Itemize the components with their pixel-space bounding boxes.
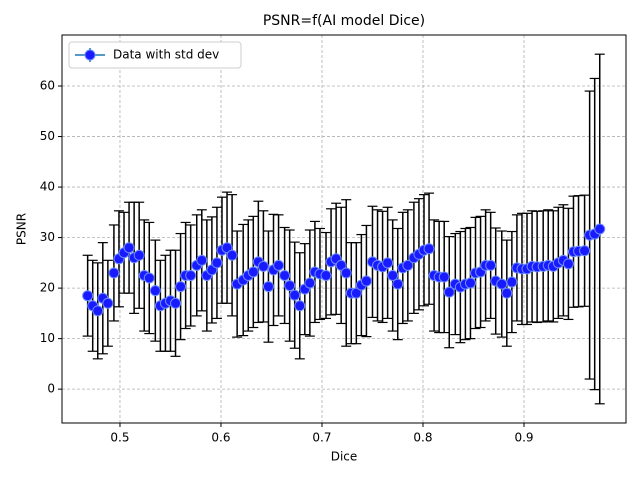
- marker: [123, 242, 135, 254]
- marker: [423, 243, 435, 255]
- marker: [320, 269, 332, 281]
- marker: [350, 287, 362, 299]
- marker: [496, 278, 508, 290]
- marker: [382, 257, 394, 269]
- legend-marker: [84, 49, 96, 61]
- marker: [294, 300, 306, 312]
- marker: [196, 254, 208, 266]
- x-tick-label: 0.8: [413, 431, 432, 445]
- marker: [284, 280, 296, 292]
- marker: [392, 278, 404, 290]
- legend-label: Data with std dev: [113, 48, 219, 62]
- marker: [102, 297, 114, 309]
- marker: [304, 277, 316, 289]
- marker: [594, 223, 606, 235]
- marker: [501, 287, 513, 299]
- legend-box: [68, 41, 242, 69]
- y-tick-label: 30: [40, 230, 55, 244]
- y-tick-label: 50: [40, 129, 55, 143]
- x-tick-label: 0.6: [211, 431, 230, 445]
- marker: [443, 286, 455, 298]
- marker: [175, 281, 187, 293]
- marker: [402, 259, 414, 271]
- marker: [226, 249, 238, 261]
- marker: [262, 281, 274, 293]
- marker: [273, 259, 285, 271]
- marker: [92, 305, 104, 317]
- x-tick-label: 0.5: [110, 431, 129, 445]
- x-axis-label: Dice: [331, 450, 358, 464]
- plot-frame: [61, 34, 627, 424]
- marker: [360, 275, 372, 287]
- marker: [506, 276, 518, 288]
- marker: [335, 259, 347, 271]
- y-tick-label: 0: [47, 382, 55, 396]
- marker: [108, 267, 120, 279]
- marker: [464, 277, 476, 289]
- marker: [387, 269, 399, 281]
- y-axis-label: PSNR: [15, 213, 29, 245]
- marker: [211, 257, 223, 269]
- marker: [149, 285, 161, 297]
- marker: [562, 258, 574, 270]
- marker: [279, 269, 291, 281]
- y-tick-label: 40: [40, 180, 55, 194]
- marker: [257, 260, 269, 272]
- marker: [221, 242, 233, 254]
- x-tick-label: 0.9: [514, 431, 533, 445]
- y-tick-label: 20: [40, 281, 55, 295]
- marker: [247, 266, 259, 278]
- x-tick-label: 0.7: [312, 431, 331, 445]
- marker: [485, 259, 497, 271]
- marker: [133, 249, 145, 261]
- marker: [82, 290, 94, 302]
- marker: [185, 269, 197, 281]
- marker: [579, 245, 591, 257]
- marker: [289, 289, 301, 301]
- marker: [143, 272, 155, 284]
- y-tick-label: 10: [40, 331, 55, 345]
- marker: [340, 267, 352, 279]
- chart-title: PSNR=f(AI model Dice): [263, 13, 425, 29]
- y-tick-label: 60: [40, 79, 55, 93]
- marker: [438, 271, 450, 283]
- marker: [170, 297, 182, 309]
